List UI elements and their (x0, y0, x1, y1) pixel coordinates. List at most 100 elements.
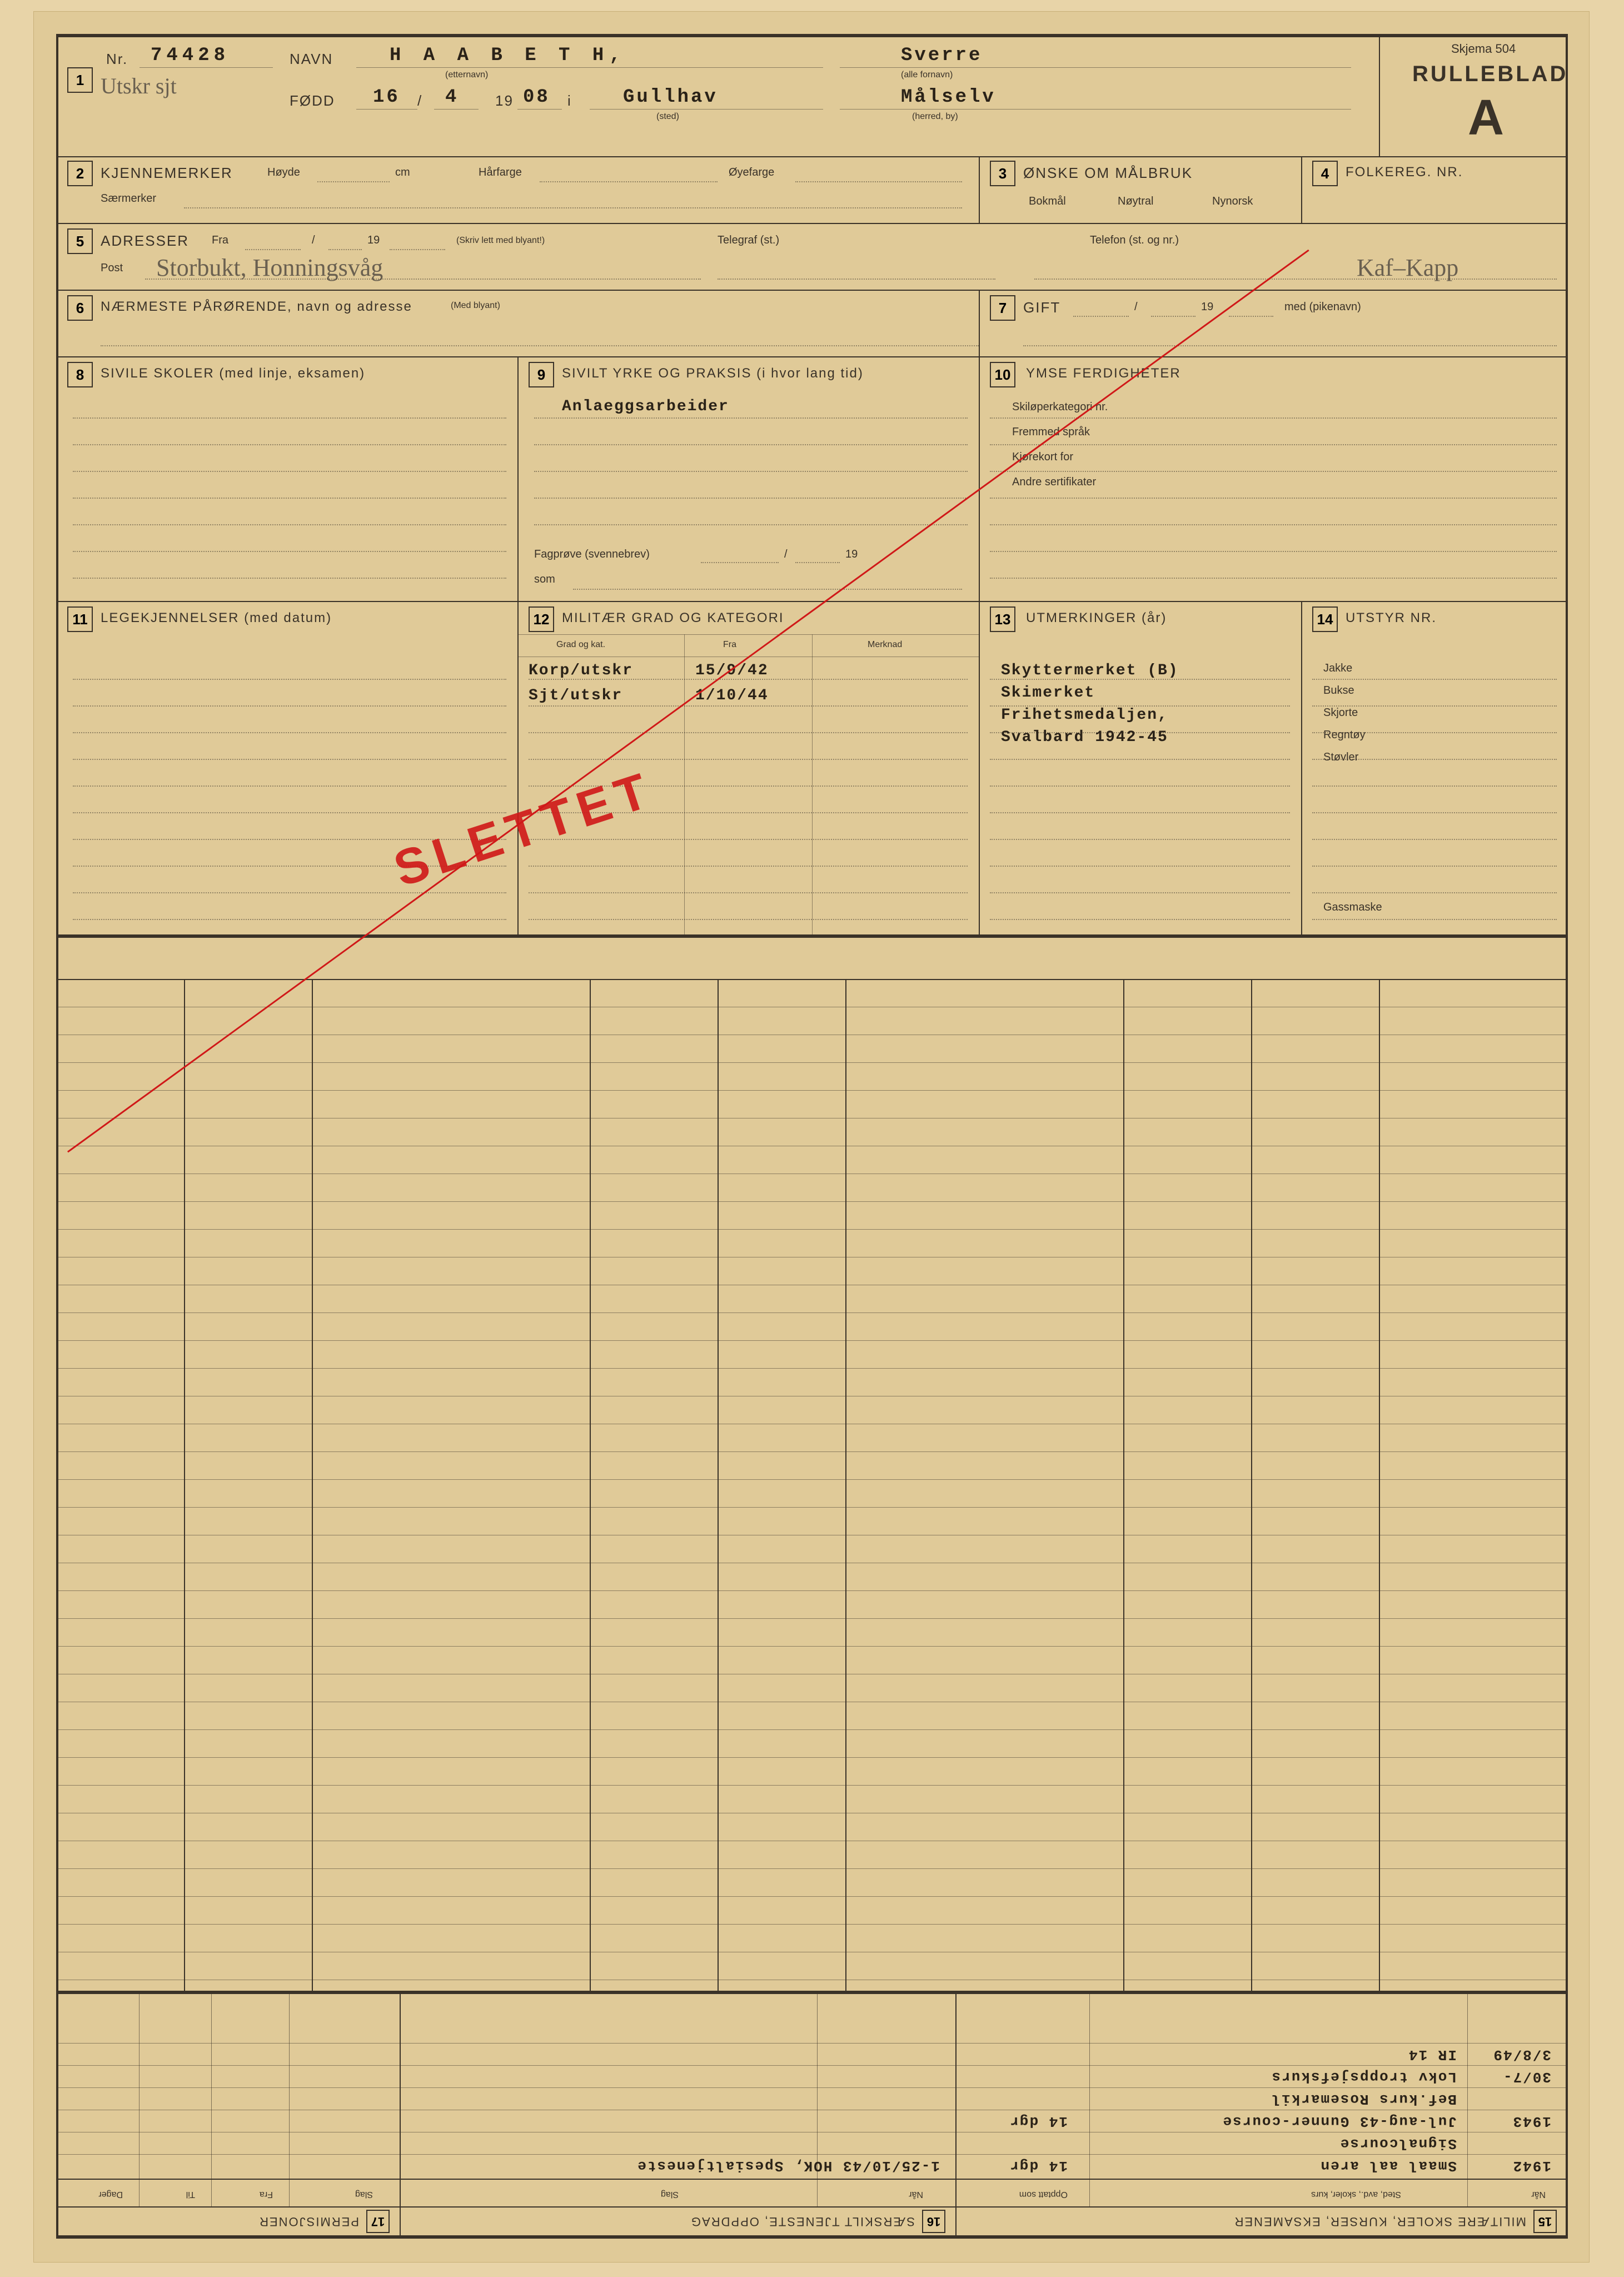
box7-med: med (pikenavn) (1284, 301, 1361, 314)
box-12-num: 12 (529, 606, 554, 632)
b13-r1: Skyttermerket (B) (1001, 662, 1179, 679)
bt-r1c2: Smaal aal aren (1320, 2157, 1457, 2174)
rulleblad-label: RULLEBLAD (1412, 62, 1568, 87)
box-16-num: 16 (922, 2210, 945, 2233)
fodd-month: 4 (445, 87, 459, 108)
box5-telegraf: Telegraf (st.) (718, 234, 779, 247)
bt-h2 (56, 2179, 1568, 2180)
d8-4 (73, 498, 506, 499)
lt-v3 (590, 979, 591, 1991)
box12-title: MILITÆR GRAD OG KATEGORI (562, 610, 784, 626)
v-3-4 (1301, 156, 1302, 223)
bt-r5c1: 30/7- (1502, 2069, 1551, 2085)
fodd-label: FØDD (290, 92, 335, 110)
box2-hoyde: Høyde (267, 166, 300, 179)
b12-c1: Grad og kat. (556, 640, 605, 650)
u-fornavn (840, 67, 1351, 68)
frame-left (56, 34, 58, 2239)
navn-fornavn: Sverre (901, 45, 982, 66)
box9-fagprove: Fagprøve (svennebrev) (534, 548, 650, 561)
box-8-num: 8 (67, 362, 93, 387)
frame-top (56, 34, 1568, 37)
stamp-slettet: SLETTET (387, 761, 661, 899)
box9-som: som (534, 573, 555, 586)
bt-r6c1: 3/8/49 (1492, 2046, 1551, 2063)
fodd-sted: Gullhav (623, 87, 718, 108)
d8-1 (73, 417, 506, 419)
b12-r2c1: Sjt/utskr (529, 687, 622, 704)
b12-c2: Fra (723, 640, 736, 650)
fodd-day: 16 (373, 87, 400, 108)
fodd-herred: Målselv (901, 87, 996, 108)
rulleblad-divider (1379, 34, 1380, 156)
box-14-num: 14 (1312, 606, 1338, 632)
dot-saer (184, 207, 962, 208)
box-13-num: 13 (990, 606, 1015, 632)
v-2-3 (979, 156, 980, 223)
box-5-num: 5 (67, 228, 93, 254)
d8-6 (73, 551, 506, 552)
b12-c3: Merknad (868, 640, 902, 650)
b17-v2 (211, 1991, 212, 2208)
d10-3 (990, 471, 1557, 472)
d5c (390, 249, 445, 250)
box11-title: LEGEKJENNELSER (med datum) (101, 610, 332, 626)
box-17-num: 17 (366, 2210, 390, 2233)
line-row6-bot (56, 356, 1568, 357)
box6-sub: (Med blyant) (451, 301, 500, 311)
box2-cm: cm (395, 166, 410, 179)
box-7-num: 7 (990, 295, 1015, 321)
box6-title: NÆRMESTE PÅRØRENDE, navn og adresse (101, 299, 412, 315)
bt-hl6 (56, 2043, 1568, 2044)
dot-oye (795, 181, 962, 182)
bt-hl5 (56, 2065, 1568, 2066)
lt-top (56, 979, 1568, 980)
rulleblad-letter: A (1468, 90, 1505, 147)
bt-hl1 (56, 2154, 1568, 2155)
box16-title: SÆRSKILT TJENESTE, OPPDRAG (690, 2214, 915, 2229)
bt-h1 (56, 2206, 1568, 2208)
d7a (1073, 316, 1129, 317)
b13-r4: Svalbard 1942-45 (1001, 729, 1168, 746)
page: Skjema 504 RULLEBLAD A 1 Nr. 74428 Utskr… (0, 0, 1624, 2277)
box5-post-hand: Storbukt, Honningsvåg (156, 253, 383, 282)
v-9-10 (979, 356, 980, 934)
box5-fra: Fra (212, 234, 228, 247)
d8-2 (73, 444, 506, 445)
box5-post: Post (101, 262, 123, 275)
v-6-7 (979, 290, 980, 356)
b14-r2: Bukse (1323, 684, 1354, 697)
box-4-num: 4 (1312, 161, 1338, 186)
u-yy (517, 109, 562, 110)
b17-v3 (139, 1991, 140, 2208)
b17-c1: Slag (355, 2189, 373, 2199)
b12-r1c1: Korp/utskr (529, 662, 633, 679)
d9a (701, 562, 779, 563)
d6 (101, 345, 979, 346)
form-sheet: Skjema 504 RULLEBLAD A 1 Nr. 74428 Utskr… (33, 11, 1590, 2263)
b15-c2: Sted, avd., skoler, kurs (1311, 2189, 1401, 2199)
herred-sub: (herred, by) (912, 112, 958, 122)
box10-r4: Andre sertifikater (1012, 476, 1096, 489)
box5-instr: (Skriv lett med blyant!) (456, 236, 545, 246)
box10-title: YMSE FERDIGHETER (1026, 366, 1181, 381)
frame-right (1566, 34, 1568, 2239)
d8-5 (73, 524, 506, 525)
box-10-num: 10 (990, 362, 1015, 387)
box2-harfarge: Hårfarge (479, 166, 522, 179)
d9-2 (534, 444, 968, 445)
lt-v6 (1123, 979, 1124, 1991)
bt-r3c1: 1943 (1512, 2113, 1551, 2130)
bt-r1c3: 14 dgr (1009, 2157, 1068, 2174)
box9-19: 19 (845, 548, 858, 561)
box5-right-hand: Kaf–Kapp (1357, 253, 1458, 282)
d7b (1151, 316, 1195, 317)
b17-v1 (289, 1991, 290, 2208)
sted-sub: (sted) (656, 112, 679, 122)
line-row8-bot (56, 601, 1568, 602)
d10-2 (990, 444, 1557, 445)
b13-r3: Frihetsmedaljen, (1001, 707, 1168, 724)
box5-19: 19 (367, 234, 380, 247)
b15-v (1467, 1991, 1468, 2208)
v-13-14 (1301, 601, 1302, 934)
